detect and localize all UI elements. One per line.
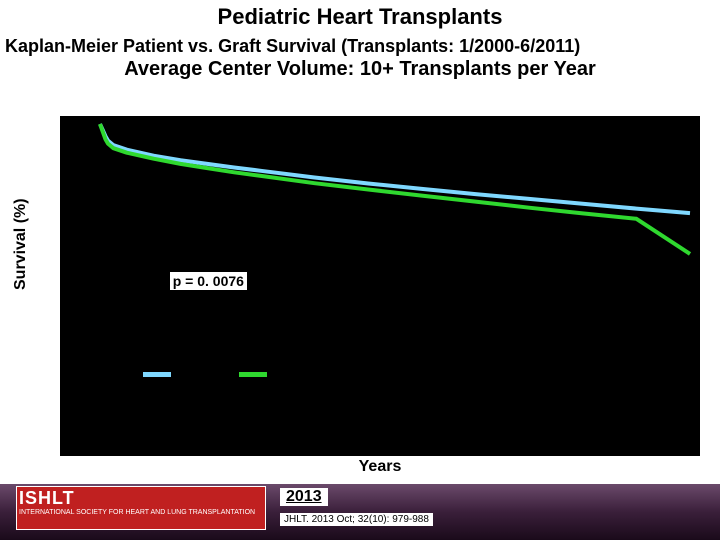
logo-main-text: ISHLT bbox=[19, 488, 75, 508]
left-gutter bbox=[0, 116, 60, 476]
svg-text:0: 0 bbox=[96, 431, 104, 447]
svg-text:8: 8 bbox=[525, 431, 533, 447]
svg-text:2: 2 bbox=[203, 431, 211, 447]
svg-text:6: 6 bbox=[418, 431, 426, 447]
svg-text:7: 7 bbox=[472, 431, 480, 447]
y-axis-label: Survival (%) bbox=[12, 198, 30, 290]
svg-text:0: 0 bbox=[84, 418, 92, 434]
legend: PatientGraft bbox=[143, 366, 324, 384]
right-gutter bbox=[700, 116, 720, 476]
subtitle-2: Average Center Volume: 10+ Transplants p… bbox=[0, 58, 720, 81]
citation: JHLT. 2013 Oct; 32(10): 979-988 bbox=[280, 513, 433, 526]
svg-text:80: 80 bbox=[76, 176, 92, 192]
chart-area: 0 20 40 60 80 100 0 1 2 3 4 5 6 7 8 9 10 11 bbox=[60, 116, 700, 456]
survival-chart: 0 20 40 60 80 100 0 1 2 3 4 5 6 7 8 9 10 11 bbox=[60, 116, 700, 456]
year-badge: 2013 bbox=[280, 488, 328, 506]
svg-text:1: 1 bbox=[150, 431, 158, 447]
svg-text:5: 5 bbox=[364, 431, 372, 447]
svg-text:4: 4 bbox=[311, 431, 319, 447]
svg-text:10: 10 bbox=[629, 431, 645, 447]
svg-text:3: 3 bbox=[257, 431, 265, 447]
svg-text:100: 100 bbox=[69, 116, 93, 132]
x-axis-label: Years bbox=[60, 458, 700, 476]
p-value-text: p = 0. 0076 bbox=[170, 272, 247, 290]
subtitle-1: Kaplan-Meier Patient vs. Graft Survival … bbox=[0, 36, 720, 57]
svg-text:11: 11 bbox=[683, 431, 698, 447]
svg-text:20: 20 bbox=[76, 358, 92, 374]
svg-text:60: 60 bbox=[76, 237, 92, 253]
white-band bbox=[0, 82, 720, 116]
svg-text:40: 40 bbox=[76, 297, 92, 313]
ishlt-logo: ISHLT INTERNATIONAL SOCIETY FOR HEART AN… bbox=[16, 486, 266, 530]
svg-text:9: 9 bbox=[579, 431, 587, 447]
logo-sub-text: INTERNATIONAL SOCIETY FOR HEART AND LUNG… bbox=[19, 509, 255, 516]
main-title: Pediatric Heart Transplants bbox=[0, 4, 720, 30]
